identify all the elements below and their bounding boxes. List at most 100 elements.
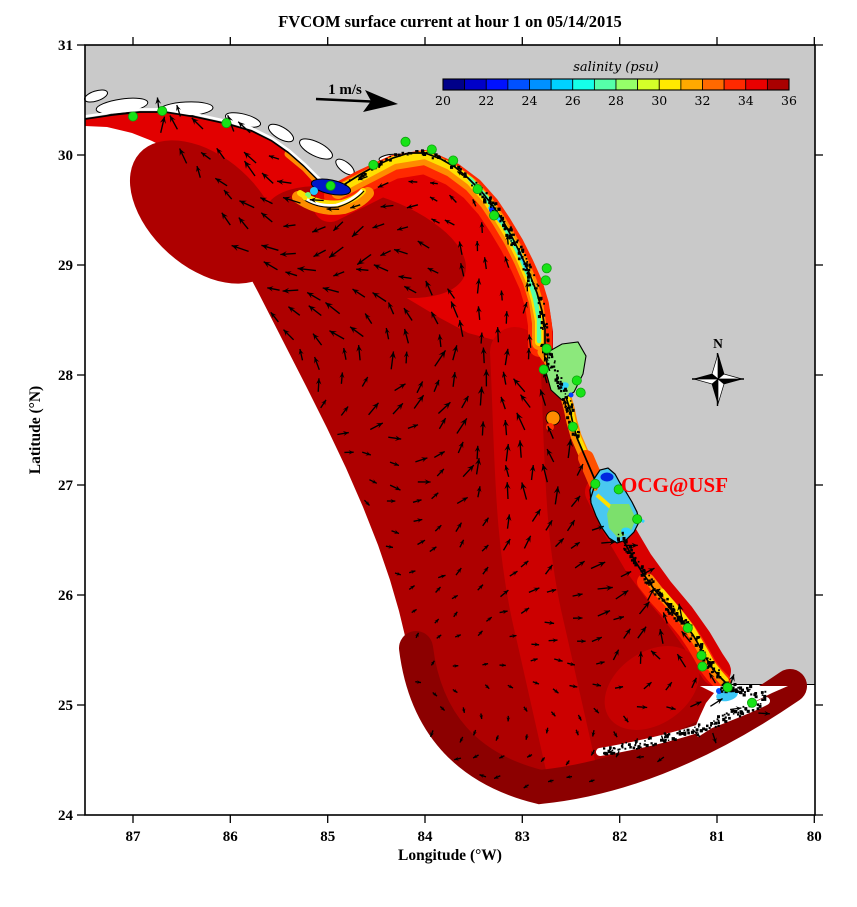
bigbend-marsh-speckle — [571, 408, 575, 412]
current-vector-head — [712, 737, 717, 744]
bigbend-north-speckle — [344, 183, 347, 186]
bigbend-marsh-speckle — [512, 233, 515, 236]
bigbend-marsh-speckle — [559, 386, 563, 389]
swcoast-marsh-speckle — [634, 556, 637, 560]
keys-island-speckle — [695, 728, 699, 732]
keys-island-speckle — [609, 748, 611, 751]
current-vector-head — [397, 226, 404, 231]
keys-island-speckle — [717, 721, 720, 725]
current-vector-head — [532, 658, 538, 663]
swcoast-marsh-speckle — [622, 537, 626, 540]
swcoast-marsh-speckle — [718, 676, 722, 679]
bigbend-marsh-speckle — [488, 197, 491, 200]
current-vector-head — [580, 639, 586, 644]
keys-island-speckle — [617, 748, 620, 751]
current-vector-head — [263, 261, 272, 268]
bigbend-marsh-speckle — [494, 207, 497, 209]
current-vector-head — [440, 418, 446, 425]
keys-island-speckle — [714, 725, 717, 728]
current-vector-head — [215, 178, 223, 184]
current-vector-head — [436, 634, 442, 639]
station-marker — [489, 210, 500, 221]
current-vector-head — [427, 268, 434, 273]
current-vector-head — [625, 571, 632, 577]
y-tick-label: 29 — [58, 258, 73, 274]
bigbend-marsh-speckle — [525, 257, 528, 260]
keys-island-speckle — [756, 703, 760, 706]
bigbend-marsh-speckle — [489, 196, 492, 199]
colorbar-tick-label: 22 — [478, 93, 494, 108]
current-vector-head — [483, 662, 489, 667]
station-marker — [590, 478, 601, 489]
current-vector-head — [410, 570, 416, 574]
cedar-blue-dot — [568, 392, 574, 398]
current-vector-head — [566, 760, 571, 766]
swcoast-marsh-speckle — [687, 621, 690, 624]
swcoast-marsh-speckle — [634, 563, 637, 567]
bigbend-marsh-speckle — [524, 268, 527, 272]
current-vector-head — [404, 308, 410, 316]
current-vector-head — [297, 266, 306, 273]
station-marker — [127, 111, 138, 122]
keys-island-speckle — [612, 747, 615, 750]
keys-island-speckle — [694, 726, 696, 728]
florida-bay-island-speckle — [731, 686, 735, 690]
compass-point-s-light — [717, 378, 725, 405]
current-vector-head — [288, 306, 296, 313]
swcoast-marsh-speckle — [672, 608, 676, 612]
current-vector-head — [314, 357, 320, 364]
colorbar-segment — [593, 78, 617, 91]
swcoast-marsh-speckle — [712, 671, 715, 673]
current-vector-head — [572, 684, 578, 689]
current-vector-head — [546, 564, 553, 571]
keys-island-speckle — [717, 715, 720, 719]
swcoast-marsh-speckle — [671, 613, 674, 616]
swcoast-marsh-speckle — [654, 593, 657, 596]
keys-island-speckle — [607, 749, 611, 753]
current-vector-head — [394, 248, 401, 255]
keys-island-speckle — [739, 710, 743, 713]
bigbend-north-speckle — [360, 173, 364, 176]
keys-island-speckle — [742, 705, 745, 708]
velocity-scale-arrow: 1 m/s — [315, 82, 398, 112]
current-vector-head — [449, 195, 455, 201]
keys-island-speckle — [680, 732, 684, 735]
current-vector-head — [270, 312, 277, 319]
current-vector-head — [657, 757, 663, 762]
current-vector-head — [169, 115, 176, 123]
keys-island-speckle — [650, 742, 653, 745]
current-vector-head — [155, 97, 162, 105]
bigbend-marsh-speckle — [542, 328, 544, 330]
tampa-bay-blue-head — [600, 472, 614, 482]
current-vector-head — [216, 148, 223, 155]
current-vector-head — [403, 351, 409, 358]
outer-current-band-dark — [399, 631, 807, 805]
keys-island-speckle — [683, 733, 687, 736]
current-vector-head — [342, 348, 348, 355]
colorbar-tick-label: 32 — [695, 93, 711, 108]
current-vector-head — [681, 631, 688, 638]
current-vector-head — [430, 197, 436, 202]
compass-point-w-light — [693, 378, 719, 385]
swcoast-marsh-speckle — [658, 588, 661, 591]
current-vector-head — [475, 458, 482, 466]
swcoast-marsh-speckle — [718, 669, 720, 672]
bigbend-marsh-speckle — [557, 386, 561, 390]
current-vector-head — [645, 682, 652, 688]
station-marker — [575, 387, 586, 398]
swcoast-marsh-speckle — [712, 667, 716, 671]
florida-bay-island-speckle — [753, 694, 756, 697]
plot-title: FVCOM surface current at hour 1 on 05/14… — [278, 12, 622, 31]
bigbend-marsh-speckle — [517, 251, 521, 255]
keys-island-speckle — [660, 738, 663, 742]
station-markers — [127, 106, 758, 708]
current-vector-head — [550, 588, 557, 594]
keys-island-speckle — [637, 745, 641, 749]
current-vector-head — [595, 637, 602, 642]
current-vector-head — [350, 326, 358, 334]
current-vector-head — [390, 498, 396, 504]
bigbend-north-speckle — [385, 158, 388, 161]
bigbend-marsh-speckle — [537, 284, 540, 287]
current-vector-head — [562, 398, 569, 406]
